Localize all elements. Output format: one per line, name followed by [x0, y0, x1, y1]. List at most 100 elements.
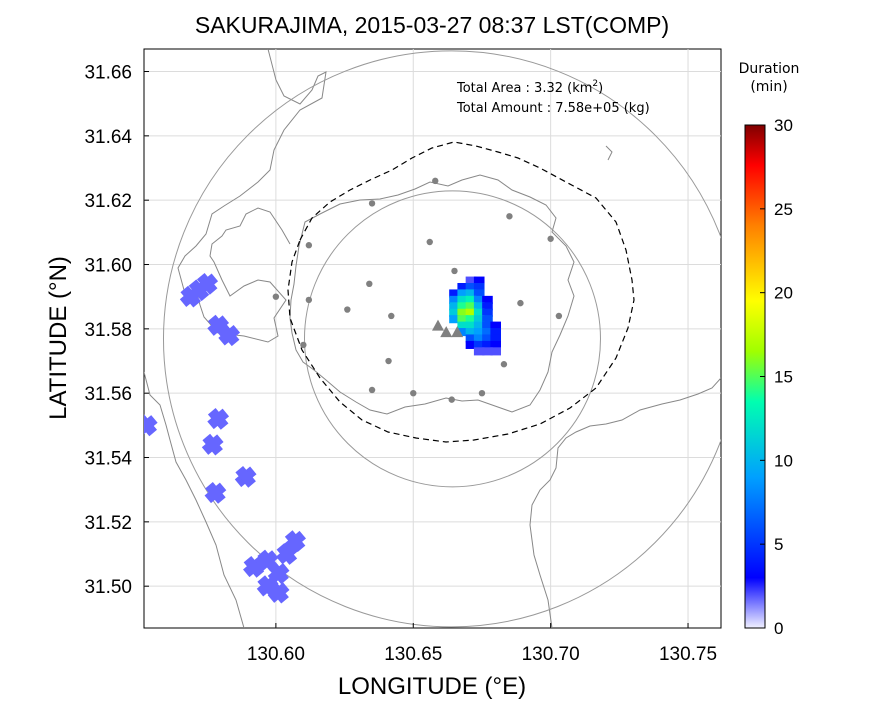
- ash-cell: [490, 340, 502, 349]
- ash-cell: [473, 295, 485, 304]
- ash-cell: [465, 308, 477, 317]
- ash-cell: [465, 276, 477, 285]
- west-ash-cell: [205, 482, 226, 504]
- colorbar-tick-label: 25: [774, 200, 793, 219]
- colorbar-tick-label: 20: [774, 284, 793, 303]
- ash-cell: [465, 321, 477, 330]
- y-tick-label: 31.58: [84, 320, 132, 341]
- y-tick-label: 31.66: [84, 63, 132, 84]
- ash-cell: [457, 328, 469, 337]
- ash-cell: [473, 321, 485, 330]
- ash-cell: [473, 308, 485, 317]
- total-area-annotation: Total Area : 3.32 (km2): [456, 79, 603, 96]
- ash-cell: [473, 340, 485, 349]
- x-tick-label: 130.60: [247, 644, 305, 665]
- ash-cell: [482, 321, 493, 330]
- ash-cell: [449, 308, 460, 317]
- station-point: [368, 386, 376, 394]
- ash-cell: [473, 334, 485, 343]
- ash-cell: [465, 295, 477, 304]
- mainland-coastline-southwest: [144, 371, 245, 628]
- ash-cell: [465, 315, 477, 324]
- ash-cell: [457, 315, 469, 324]
- station-point: [478, 389, 486, 397]
- station-point: [555, 312, 563, 320]
- ash-cell: [457, 289, 469, 298]
- ash-cell: [473, 282, 485, 292]
- y-tick-label: 31.54: [84, 449, 132, 470]
- ash-cell: [457, 321, 469, 330]
- plot-area: [143, 48, 722, 629]
- vent-marker: [440, 326, 453, 338]
- ash-cell: [449, 315, 460, 324]
- ash-cell: [473, 276, 485, 285]
- ash-cell: [449, 295, 460, 304]
- west-ash-cell: [144, 414, 158, 437]
- colorbar-unit: (min): [750, 79, 787, 95]
- ash-cell: [482, 315, 493, 324]
- station-point: [410, 389, 417, 397]
- colorbar-ticks: 0 5 10 15 20 25 30: [760, 116, 793, 638]
- ash-cell: [457, 282, 469, 292]
- station-point: [388, 312, 395, 320]
- station-point: [547, 235, 554, 242]
- range-rings: [163, 50, 721, 628]
- west-ash-cell: [202, 433, 223, 456]
- grid-lines: [144, 49, 721, 628]
- mainland-coastline-east: [529, 377, 721, 628]
- ash-cell: [457, 308, 469, 317]
- station-point: [366, 280, 373, 288]
- y-ticks: 31.50 31.52 31.54 31.56 31.58 31.60 31.62 31.64…: [84, 63, 149, 598]
- station-point: [432, 177, 439, 185]
- y-tick-label: 31.64: [84, 127, 132, 148]
- colorbar-tick-label: 10: [774, 451, 793, 470]
- ash-cell: [482, 308, 493, 317]
- station-point: [300, 341, 307, 349]
- outer-range-ring: [163, 50, 721, 628]
- ash-cell: [473, 302, 485, 311]
- station-point: [451, 267, 458, 275]
- station-point: [344, 306, 351, 313]
- west-ash-cell: [284, 530, 306, 553]
- ash-cell: [490, 328, 502, 337]
- ash-cell: [449, 302, 460, 311]
- y-axis-label: LATITUDE (°N): [45, 256, 72, 420]
- station-point: [517, 299, 524, 307]
- station-point: [506, 213, 513, 220]
- vent-marker: [451, 326, 464, 338]
- ash-cell: [482, 334, 493, 343]
- islet-coastline: [605, 145, 613, 161]
- dashed-boundary: [287, 141, 635, 443]
- ash-cell: [490, 321, 502, 330]
- mainland-coastline-west: [177, 49, 327, 343]
- ash-cell: [465, 302, 477, 311]
- area-unit-close: ): [598, 81, 603, 96]
- total-amount-annotation: Total Amount : 7.58e+05 (kg): [456, 101, 650, 116]
- west-ash-cell: [218, 324, 240, 347]
- west-ash-cell: [188, 279, 210, 302]
- ash-cell: [482, 328, 493, 337]
- ash-cell: [482, 302, 493, 311]
- west-ash-cell: [207, 408, 229, 430]
- ash-cell: [490, 334, 502, 343]
- west-ash-cell: [243, 556, 265, 578]
- ash-cell: [482, 295, 493, 304]
- y-tick-label: 31.60: [84, 256, 132, 277]
- x-tick-label: 130.70: [522, 644, 580, 665]
- station-point: [500, 361, 508, 368]
- x-axis-label: LONGITUDE (°E): [338, 673, 526, 700]
- ash-cell: [473, 289, 485, 298]
- ash-cell: [457, 302, 469, 311]
- west-ash-cell: [276, 543, 298, 565]
- y-tick-label: 31.56: [84, 384, 132, 405]
- ash-cell: [465, 282, 477, 292]
- west-ash-cell: [268, 562, 289, 585]
- ash-cell: [465, 289, 477, 298]
- total-area-label: Total Area : 3.32 (km: [456, 81, 592, 96]
- west-ash-cell: [196, 272, 218, 295]
- ash-cell: [465, 328, 477, 337]
- station-points: [272, 177, 563, 403]
- colorbar-tick-label: 5: [774, 535, 783, 554]
- station-point: [368, 200, 376, 207]
- colorbar-tick-label: 15: [774, 368, 793, 387]
